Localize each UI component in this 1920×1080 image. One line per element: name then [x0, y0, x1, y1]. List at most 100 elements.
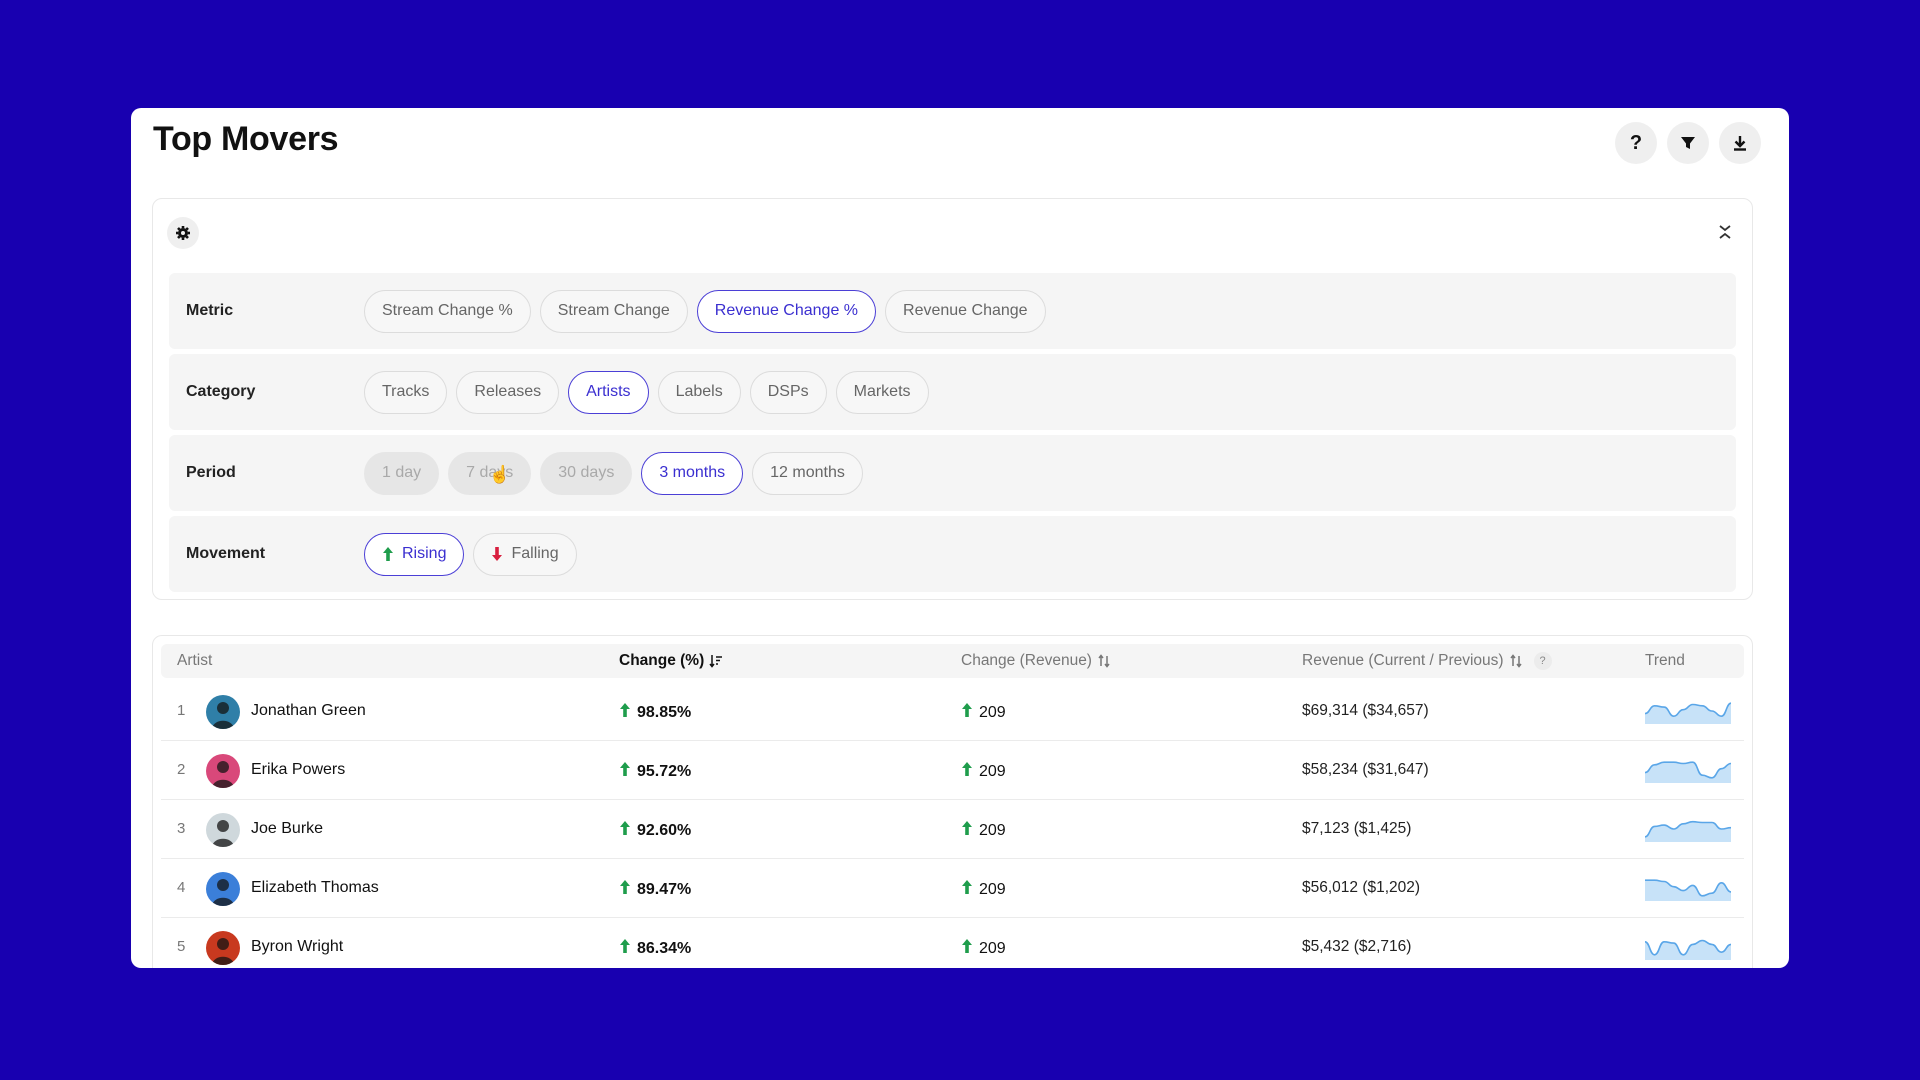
download-button[interactable]	[1719, 122, 1761, 164]
change-revenue-value: 209	[979, 939, 1006, 957]
table-row[interactable]: 5 Byron Wright 86.34% 209 $5,432 ($2,716)	[161, 918, 1744, 968]
revenue-value: $56,012 ($1,202)	[1302, 879, 1421, 896]
revenue-info-icon[interactable]: ?	[1533, 652, 1552, 670]
category-option-artists[interactable]: Artists	[568, 370, 649, 414]
filters-panel: Metric Stream Change % Stream Change Reven…	[152, 198, 1753, 600]
row-rank: 3	[177, 820, 186, 837]
column-revenue[interactable]: Revenue (Current / Previous) ?	[1302, 652, 1552, 670]
period-option-30-days[interactable]: 30 days	[540, 451, 633, 495]
column-artist-label: Artist	[177, 652, 213, 669]
table-row[interactable]: 4 Elizabeth Thomas 89.47% 209 $56,012 ($1,20…	[161, 859, 1744, 918]
table-row[interactable]: 3 Joe Burke 92.60% 209 $7,123 ($1,425)	[161, 800, 1744, 859]
sort-icon	[1098, 654, 1110, 668]
change-revenue-value: 209	[979, 880, 1006, 898]
arrow-up-icon	[383, 547, 393, 561]
sort-icon	[1510, 654, 1522, 668]
arrow-up-icon	[961, 702, 973, 723]
metric-option-revenue-change[interactable]: Revenue Change %	[696, 289, 877, 333]
arrow-up-icon	[619, 879, 631, 900]
metric-label: Metric	[186, 302, 234, 319]
column-change-pct[interactable]: Change (%)	[619, 652, 723, 670]
category-row: Category Tracks Releases Artists Labels DSPs…	[169, 354, 1736, 430]
change-pct-cell: 92.60%	[619, 820, 691, 841]
trend-sparkline	[1645, 702, 1731, 724]
artist-name[interactable]: Joe Burke	[251, 820, 324, 837]
table-header: Artist Change (%) Change (Revenue) Reven…	[161, 644, 1744, 678]
change-pct-value: 95.72%	[637, 762, 692, 780]
metric-option-stream-change[interactable]: Stream Change	[539, 289, 688, 333]
trend-sparkline	[1645, 939, 1731, 960]
change-revenue-cell: 209	[961, 938, 1006, 959]
column-revenue-label: Revenue (Current / Previous)	[1302, 652, 1504, 669]
avatar	[206, 931, 240, 965]
row-rank: 4	[177, 879, 186, 896]
avatar	[206, 754, 240, 788]
category-option-markets[interactable]: Markets	[835, 370, 929, 414]
page-title: Top Movers	[153, 120, 339, 158]
movers-table: Artist Change (%) Change (Revenue) Reven…	[152, 635, 1753, 968]
change-pct-cell: 95.72%	[619, 761, 691, 782]
trend-sparkline	[1645, 761, 1731, 783]
filter-button[interactable]	[1667, 122, 1709, 164]
change-pct-value: 98.85%	[637, 703, 692, 721]
period-option-1-day[interactable]: 1 day	[364, 451, 440, 495]
table-row[interactable]: 1 Jonathan Green 98.85% 209 $69,314 ($34,657…	[161, 682, 1744, 741]
arrow-down-icon	[492, 547, 503, 561]
movement-option-label: Rising	[402, 545, 447, 562]
avatar	[206, 813, 240, 847]
change-revenue-cell: 209	[961, 761, 1006, 782]
trend-sparkline	[1645, 879, 1731, 901]
help-button[interactable]: ?	[1615, 122, 1657, 164]
avatar	[206, 872, 240, 906]
download-icon	[1734, 136, 1746, 151]
period-option-7-days[interactable]: 7 days	[448, 451, 532, 495]
revenue-value: $5,432 ($2,716)	[1302, 938, 1412, 955]
arrow-up-icon	[619, 938, 631, 959]
category-option-labels[interactable]: Labels	[657, 370, 741, 414]
column-artist[interactable]: Artist	[177, 652, 212, 670]
arrow-up-icon	[961, 761, 973, 782]
column-change-revenue[interactable]: Change (Revenue)	[961, 652, 1111, 670]
artist-name[interactable]: Jonathan Green	[251, 702, 366, 719]
period-label: Period	[186, 464, 236, 481]
metric-options: Stream Change % Stream Change Revenue Chan…	[364, 289, 1046, 333]
artist-name[interactable]: Elizabeth Thomas	[251, 879, 379, 896]
arrow-up-icon	[961, 879, 973, 900]
movement-options: Rising Falling	[364, 532, 577, 576]
gear-icon	[176, 226, 190, 240]
category-option-dsps[interactable]: DSPs	[749, 370, 827, 414]
change-revenue-cell: 209	[961, 702, 1006, 723]
row-rank: 2	[177, 761, 186, 778]
movement-option-falling[interactable]: Falling	[473, 532, 577, 576]
period-row: Period 1 day 7 days 30 days 3 months 12 mont…	[169, 435, 1736, 511]
question-icon: ?	[1629, 131, 1643, 154]
revenue-value: $58,234 ($31,647)	[1302, 761, 1429, 778]
hand-cursor-icon: ☝	[489, 465, 511, 484]
metric-option-stream-change[interactable]: Stream Change %	[364, 289, 531, 333]
collapse-icon	[1719, 225, 1731, 239]
category-option-tracks[interactable]: Tracks	[364, 370, 448, 414]
movement-option-rising[interactable]: Rising	[364, 532, 465, 576]
change-revenue-value: 209	[979, 762, 1006, 780]
category-options: Tracks Releases Artists Labels DSPs Markets	[364, 370, 929, 414]
change-pct-value: 89.47%	[637, 880, 692, 898]
change-pct-cell: 86.34%	[619, 938, 691, 959]
artist-name[interactable]: Byron Wright	[251, 938, 344, 955]
arrow-up-icon	[961, 938, 973, 959]
period-option-3-months[interactable]: 3 months	[641, 451, 744, 495]
movement-option-label: Falling	[511, 545, 559, 562]
movement-row: Movement Rising Falling	[169, 516, 1736, 592]
artist-name[interactable]: Erika Powers	[251, 761, 346, 778]
arrow-up-icon	[961, 820, 973, 841]
arrow-up-icon	[619, 702, 631, 723]
metric-option-revenue-change[interactable]: Revenue Change	[885, 289, 1046, 333]
collapse-button[interactable]	[1714, 221, 1736, 243]
period-option-12-months[interactable]: 12 months	[752, 451, 863, 495]
trend-sparkline	[1645, 820, 1731, 842]
table-row[interactable]: 2 Erika Powers 95.72% 209 $58,234 ($31,647)	[161, 741, 1744, 800]
settings-button[interactable]	[167, 217, 199, 249]
change-pct-cell: 98.85%	[619, 702, 691, 723]
avatar	[206, 695, 240, 729]
arrow-up-icon	[619, 820, 631, 841]
category-option-releases[interactable]: Releases	[456, 370, 560, 414]
